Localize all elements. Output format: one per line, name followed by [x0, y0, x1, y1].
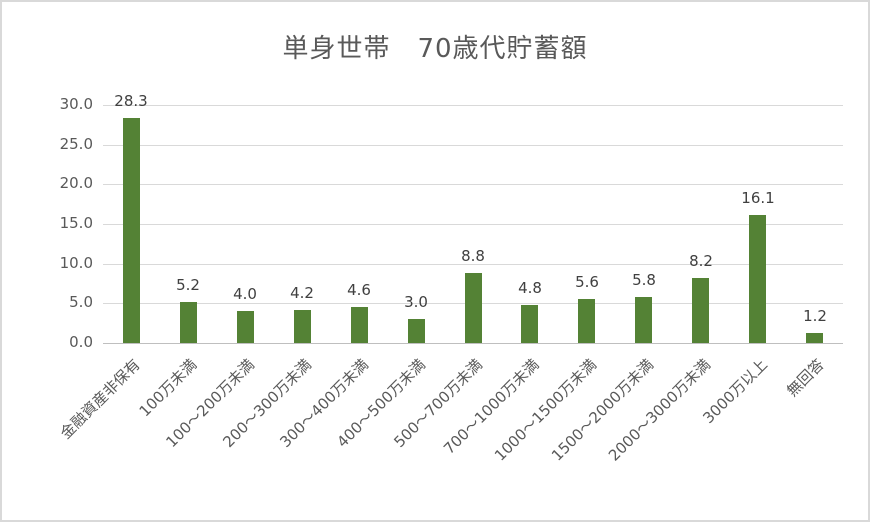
gridline — [103, 105, 843, 106]
y-axis-tick-label: 25.0 — [59, 135, 93, 153]
data-label: 8.8 — [461, 247, 485, 265]
bar[interactable] — [237, 311, 254, 343]
bar[interactable] — [749, 215, 766, 343]
bar[interactable] — [521, 305, 538, 343]
data-label: 5.2 — [176, 276, 200, 294]
data-label: 3.0 — [404, 293, 428, 311]
y-axis-tick-label: 10.0 — [59, 254, 93, 272]
bar[interactable] — [351, 307, 368, 343]
x-axis-category-label: 1000～1500万未満 — [490, 355, 601, 465]
data-label: 5.6 — [575, 273, 599, 291]
bar[interactable] — [635, 297, 652, 343]
bar[interactable] — [578, 299, 595, 343]
y-axis-tick-label: 30.0 — [59, 95, 93, 113]
gridline — [103, 264, 843, 265]
gridline — [103, 184, 843, 185]
x-axis-category-label: 金融資産非保有 — [56, 355, 144, 443]
y-axis-tick-label: 5.0 — [69, 293, 93, 311]
data-label: 4.2 — [290, 284, 314, 302]
data-label: 1.2 — [803, 307, 827, 325]
x-axis-category-label: 2000～3000万未満 — [604, 355, 715, 465]
bar[interactable] — [180, 302, 197, 343]
bar[interactable] — [123, 118, 140, 343]
x-axis-category-label: 1500～2000万未満 — [547, 355, 658, 465]
data-label: 4.6 — [347, 281, 371, 299]
bar[interactable] — [806, 333, 823, 343]
gridline — [103, 224, 843, 225]
gridline — [103, 145, 843, 146]
bar[interactable] — [692, 278, 709, 343]
gridline — [103, 343, 843, 344]
data-label: 8.2 — [689, 252, 713, 270]
data-label: 28.3 — [114, 92, 148, 110]
data-label: 5.8 — [632, 271, 656, 289]
y-axis-tick-label: 20.0 — [59, 174, 93, 192]
data-label: 4.8 — [518, 279, 542, 297]
y-axis-tick-label: 0.0 — [69, 333, 93, 351]
bar[interactable] — [465, 273, 482, 343]
bar[interactable] — [408, 319, 425, 343]
data-label: 4.0 — [233, 285, 257, 303]
bar[interactable] — [294, 310, 311, 343]
data-label: 16.1 — [741, 189, 775, 207]
x-axis-category-label: 無回答 — [783, 355, 828, 401]
y-axis-tick-label: 15.0 — [59, 214, 93, 232]
chart-title: 単身世帯 70歳代貯蓄額 — [282, 34, 588, 64]
